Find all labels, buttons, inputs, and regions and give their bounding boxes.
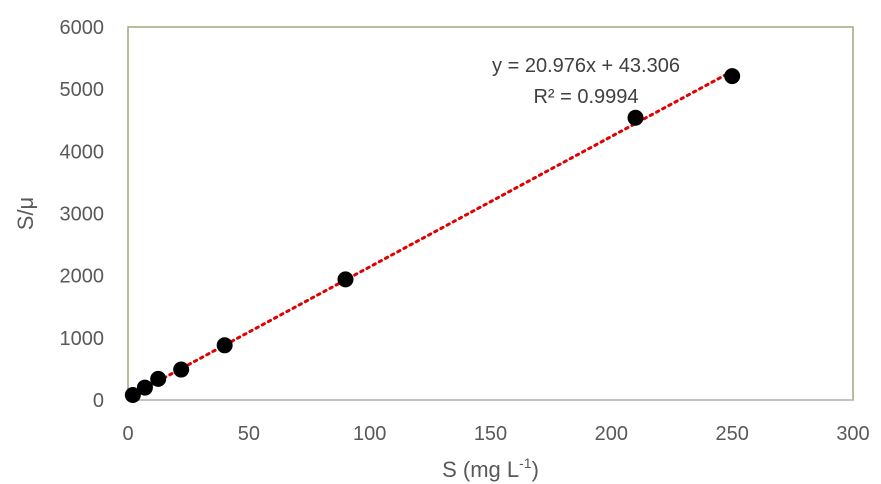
data-point bbox=[216, 337, 233, 354]
trendline-r2: R² = 0.9994 bbox=[533, 86, 638, 108]
y-tick-label: 0 bbox=[93, 390, 104, 412]
y-tick-label: 1000 bbox=[60, 328, 105, 350]
y-tick-label: 6000 bbox=[60, 17, 105, 39]
data-points bbox=[124, 68, 741, 404]
data-point bbox=[627, 109, 644, 126]
trendline-equation: y = 20.976x + 43.306 bbox=[492, 55, 680, 77]
data-point bbox=[337, 271, 354, 288]
y-tick-label: 2000 bbox=[60, 266, 105, 288]
x-tick-label: 50 bbox=[238, 423, 260, 445]
data-point bbox=[124, 387, 141, 404]
x-tick-label: 300 bbox=[836, 423, 869, 445]
data-point bbox=[173, 361, 190, 378]
x-tick-label: 200 bbox=[595, 423, 628, 445]
x-tick-label: 150 bbox=[474, 423, 507, 445]
y-tick-label: 4000 bbox=[60, 141, 105, 163]
x-tick-label: 100 bbox=[353, 423, 386, 445]
data-point bbox=[150, 370, 167, 387]
x-axis-title-end: ) bbox=[532, 457, 539, 482]
x-axis-title-sup: -1 bbox=[519, 455, 532, 471]
x-tick-label: 250 bbox=[715, 423, 748, 445]
data-point bbox=[724, 68, 741, 85]
x-tick-labels: 0 50 100 150 200 250 300 bbox=[122, 423, 869, 445]
trendline bbox=[131, 69, 734, 397]
x-axis-title-main: S (mg L bbox=[442, 457, 519, 482]
plot-area bbox=[127, 26, 854, 401]
x-tick-label: 0 bbox=[122, 423, 133, 445]
x-axis-title: S (mg L-1) bbox=[442, 455, 539, 482]
y-tick-label: 5000 bbox=[60, 79, 105, 101]
y-axis-title: S/μ bbox=[13, 197, 38, 230]
data-point bbox=[136, 379, 153, 396]
y-tick-label: 3000 bbox=[60, 204, 105, 226]
y-tick-labels: 0 1000 2000 3000 4000 5000 6000 bbox=[60, 17, 105, 412]
